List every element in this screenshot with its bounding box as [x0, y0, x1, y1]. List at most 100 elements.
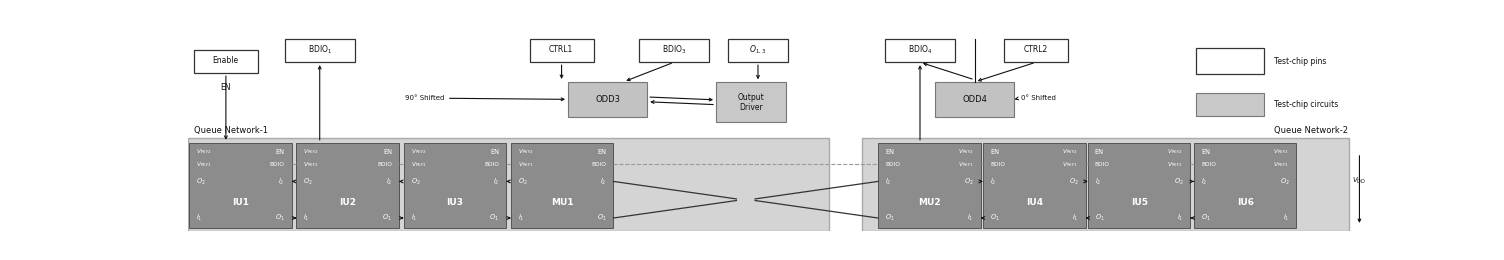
Text: $O_2$: $O_2$	[1280, 176, 1289, 186]
Text: $V_{\rm REF2}$: $V_{\rm REF2}$	[411, 147, 427, 156]
Bar	[188, 138, 829, 231]
Text: BDIO: BDIO	[884, 162, 899, 167]
Text: EN: EN	[275, 149, 284, 155]
Text: EN: EN	[990, 149, 999, 155]
Text: BDIO$_4$: BDIO$_4$	[908, 44, 932, 56]
Text: BDIO: BDIO	[990, 162, 1005, 167]
Text: BDIO: BDIO	[591, 162, 606, 167]
Text: $V_{\rm REF1}$: $V_{\rm REF1}$	[304, 160, 319, 169]
Text: EN: EN	[597, 149, 606, 155]
Text: EN: EN	[220, 83, 230, 92]
Text: $V_{\rm REF1}$: $V_{\rm REF1}$	[1274, 160, 1289, 169]
Text: $V_{\rm REF2}$: $V_{\rm REF2}$	[517, 147, 534, 156]
Text: 0° Shifted: 0° Shifted	[1021, 95, 1056, 101]
Text: Queue Network-1: Queue Network-1	[194, 126, 268, 135]
Text: BDIO: BDIO	[378, 162, 393, 167]
Bar	[1196, 93, 1263, 116]
Text: $O_1$: $O_1$	[597, 213, 606, 223]
Bar	[190, 143, 292, 228]
Text: $V_{\rm REF2}$: $V_{\rm REF2}$	[1062, 147, 1078, 156]
Text: Test-chip pins: Test-chip pins	[1274, 57, 1327, 66]
Text: $I_2$: $I_2$	[884, 176, 892, 186]
Bar	[935, 82, 1014, 117]
Text: CTRL2: CTRL2	[1023, 45, 1047, 54]
Bar	[403, 143, 507, 228]
Text: Output
Driver: Output Driver	[737, 93, 764, 112]
Text: IU3: IU3	[447, 198, 463, 207]
Text: $I_2$: $I_2$	[278, 176, 284, 186]
Text: IU5: IU5	[1131, 198, 1148, 207]
Text: $O_1$: $O_1$	[1095, 213, 1104, 223]
Bar	[728, 39, 788, 62]
Text: EN: EN	[884, 149, 893, 155]
Text: EN: EN	[384, 149, 393, 155]
Bar	[1194, 143, 1296, 228]
Text: $V_{\rm REF2}$: $V_{\rm REF2}$	[1274, 147, 1289, 156]
Text: BDIO$_3$: BDIO$_3$	[662, 44, 686, 56]
Bar	[569, 82, 647, 117]
Text: MU2: MU2	[917, 198, 940, 207]
Text: $O_1$: $O_1$	[382, 213, 393, 223]
Bar	[296, 143, 399, 228]
Text: $V_{\rm REF1}$: $V_{\rm REF1}$	[1167, 160, 1184, 169]
Text: BDIO$_1$: BDIO$_1$	[307, 44, 332, 56]
Text: $O_2$: $O_2$	[1069, 176, 1078, 186]
Text: MU1: MU1	[550, 198, 573, 207]
Text: $I_1$: $I_1$	[411, 213, 417, 223]
Text: $V_{\rm REF2}$: $V_{\rm REF2}$	[958, 147, 973, 156]
Text: $I_2$: $I_2$	[1200, 176, 1208, 186]
Text: BDIO: BDIO	[484, 162, 499, 167]
Bar	[284, 39, 355, 62]
Text: 90° Shifted: 90° Shifted	[405, 95, 445, 101]
Text: $V_{\rm REF1}$: $V_{\rm REF1}$	[517, 160, 534, 169]
Text: $V_{\rm DD}$: $V_{\rm DD}$	[1352, 176, 1367, 186]
Text: IU2: IU2	[340, 198, 356, 207]
Text: $O_2$: $O_2$	[196, 176, 206, 186]
Bar	[984, 143, 1086, 228]
Text: Queue Network-2: Queue Network-2	[1274, 126, 1348, 135]
Text: $O_2$: $O_2$	[964, 176, 973, 186]
Text: IU6: IU6	[1236, 198, 1254, 207]
Text: BDIO: BDIO	[1200, 162, 1215, 167]
Text: $O_{1,3}$: $O_{1,3}$	[749, 44, 767, 56]
Bar	[1196, 48, 1263, 74]
Bar	[862, 138, 1349, 231]
Bar	[1005, 39, 1068, 62]
Bar	[511, 143, 614, 228]
Text: $V_{\rm REF1}$: $V_{\rm REF1}$	[196, 160, 212, 169]
Text: Enable: Enable	[212, 56, 238, 65]
Text: $O_1$: $O_1$	[990, 213, 1000, 223]
Text: $I_1$: $I_1$	[1072, 213, 1078, 223]
Text: $I_1$: $I_1$	[517, 213, 525, 223]
Text: $O_1$: $O_1$	[489, 213, 499, 223]
Text: IU1: IU1	[232, 198, 250, 207]
Bar	[878, 143, 981, 228]
Bar	[194, 50, 259, 73]
Text: $I_1$: $I_1$	[304, 213, 310, 223]
Text: CTRL1: CTRL1	[549, 45, 573, 54]
Text: $O_2$: $O_2$	[1173, 176, 1184, 186]
Text: $I_1$: $I_1$	[1283, 213, 1289, 223]
Text: BDIO: BDIO	[1095, 162, 1110, 167]
Text: $O_2$: $O_2$	[304, 176, 313, 186]
Text: Test-chip circuits: Test-chip circuits	[1274, 100, 1339, 109]
Text: $O_1$: $O_1$	[884, 213, 895, 223]
Text: $I_2$: $I_2$	[990, 176, 997, 186]
Bar	[529, 39, 594, 62]
Text: ODD4: ODD4	[963, 95, 987, 104]
Bar	[1087, 143, 1191, 228]
Text: $V_{\rm REF1}$: $V_{\rm REF1}$	[958, 160, 973, 169]
Text: $V_{\rm REF1}$: $V_{\rm REF1}$	[1062, 160, 1078, 169]
Text: EN: EN	[1095, 149, 1104, 155]
Text: $I_2$: $I_2$	[385, 176, 393, 186]
Text: $I_1$: $I_1$	[1178, 213, 1184, 223]
Text: EN: EN	[1200, 149, 1209, 155]
Text: $O_2$: $O_2$	[411, 176, 420, 186]
Text: $I_1$: $I_1$	[196, 213, 203, 223]
Text: EN: EN	[490, 149, 499, 155]
Text: $V_{\rm REF2}$: $V_{\rm REF2}$	[304, 147, 319, 156]
Text: $I_2$: $I_2$	[493, 176, 499, 186]
Text: ODD3: ODD3	[596, 95, 620, 104]
Bar	[884, 39, 955, 62]
Text: $V_{\rm REF2}$: $V_{\rm REF2}$	[196, 147, 212, 156]
